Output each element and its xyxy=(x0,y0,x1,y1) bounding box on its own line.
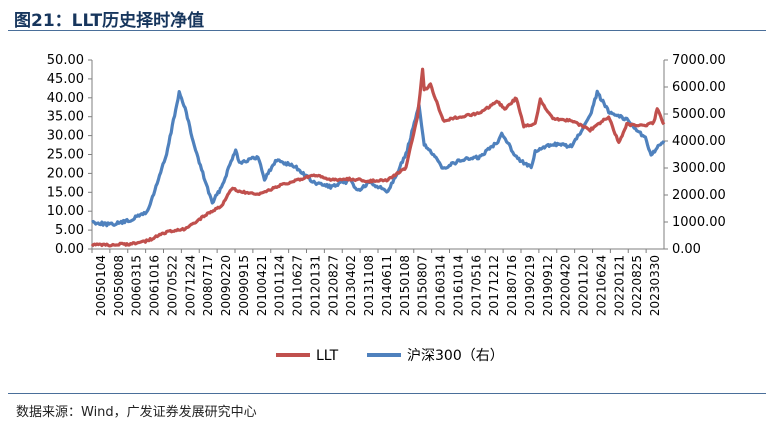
left-tick-label: 35.00 xyxy=(47,110,84,125)
left-tick-label: 10.00 xyxy=(47,204,84,219)
left-axis-ticks: 50.00 45.00 40.00 35.00 30.00 25.00 20.00 15.00… xyxy=(47,53,92,257)
right-tick-label: 1000.00 xyxy=(672,215,726,230)
left-tick-label: 5.00 xyxy=(55,223,84,238)
x-tick-label: 20140611 xyxy=(380,255,394,316)
left-tick-label: 0.00 xyxy=(55,242,84,257)
right-tick-label: 5000.00 xyxy=(672,107,726,122)
figure-title: 图21：LLT历史择时净值 xyxy=(14,11,205,31)
x-tick-label: 20061016 xyxy=(148,255,162,316)
right-tick-label: 2000.00 xyxy=(672,188,726,203)
chart: 50.00 45.00 40.00 35.00 30.00 25.00 20.00 15.00… xyxy=(47,53,726,364)
x-tick-label: 20160314 xyxy=(434,255,448,316)
x-tick-label: 20060315 xyxy=(130,255,144,316)
left-tick-label: 20.00 xyxy=(47,166,84,181)
x-axis-ticks: 20050104 20050808 20060315 20061016 20070522… xyxy=(91,249,662,316)
left-tick-label: 45.00 xyxy=(47,72,84,87)
x-tick-label: 20130402 xyxy=(344,255,358,316)
x-tick-label: 20180716 xyxy=(505,255,519,316)
x-tick-label: 20120131 xyxy=(308,255,322,316)
llt-series-line xyxy=(90,67,666,248)
x-tick-label: 20071224 xyxy=(183,255,197,316)
x-tick-label: 20170516 xyxy=(469,255,483,316)
x-tick-label: 20090915 xyxy=(237,255,251,316)
right-axis-ticks: 7000.00 6000.00 5000.00 4000.00 3000.00 2000.… xyxy=(664,53,726,257)
x-tick-label: 20220121 xyxy=(612,255,626,316)
chart-legend: LLT 沪深300（右） xyxy=(276,348,504,364)
x-tick-label: 20131108 xyxy=(362,255,376,316)
x-tick-label: 20050104 xyxy=(94,255,108,316)
source-note: 数据来源：Wind，广发证券发展研究中心 xyxy=(16,405,257,420)
right-tick-label: 7000.00 xyxy=(672,53,726,68)
legend-llt-label: LLT xyxy=(316,348,339,364)
right-tick-label: 6000.00 xyxy=(672,80,726,95)
x-tick-label: 20150807 xyxy=(416,255,430,316)
x-tick-label: 20100421 xyxy=(255,255,269,316)
source-divider xyxy=(8,393,766,394)
right-tick-label: 3000.00 xyxy=(672,161,726,176)
x-tick-label: 20090220 xyxy=(219,255,233,316)
x-tick-label: 20080717 xyxy=(201,255,215,316)
left-tick-label: 15.00 xyxy=(47,185,84,200)
chart-lines xyxy=(90,67,666,248)
x-tick-label: 20150108 xyxy=(398,255,412,316)
x-tick-label: 20120827 xyxy=(326,255,340,316)
x-tick-label: 20070522 xyxy=(165,255,179,316)
title-divider xyxy=(8,30,766,31)
x-tick-label: 20210624 xyxy=(594,255,608,316)
x-tick-label: 20171212 xyxy=(487,255,501,316)
x-tick-label: 20201120 xyxy=(577,255,591,316)
left-tick-label: 40.00 xyxy=(47,91,84,106)
x-tick-label: 20161014 xyxy=(451,255,465,316)
x-tick-label: 20190912 xyxy=(541,255,555,316)
x-tick-label: 20101124 xyxy=(273,255,287,316)
x-tick-label: 20200420 xyxy=(559,255,573,316)
left-tick-label: 50.00 xyxy=(47,53,84,68)
x-tick-label: 20110627 xyxy=(291,255,305,316)
x-tick-label: 20220825 xyxy=(630,255,644,316)
chart-axes xyxy=(91,60,665,250)
left-tick-label: 25.00 xyxy=(47,148,84,163)
legend-csi300-label: 沪深300（右） xyxy=(407,348,504,364)
csi300-series-line xyxy=(91,89,666,228)
right-tick-label: 0.00 xyxy=(672,242,701,257)
x-tick-label: 20050808 xyxy=(112,255,126,316)
left-tick-label: 30.00 xyxy=(47,129,84,144)
x-tick-label: 20230330 xyxy=(648,255,662,316)
right-tick-label: 4000.00 xyxy=(672,134,726,149)
x-tick-label: 20190219 xyxy=(523,255,537,316)
